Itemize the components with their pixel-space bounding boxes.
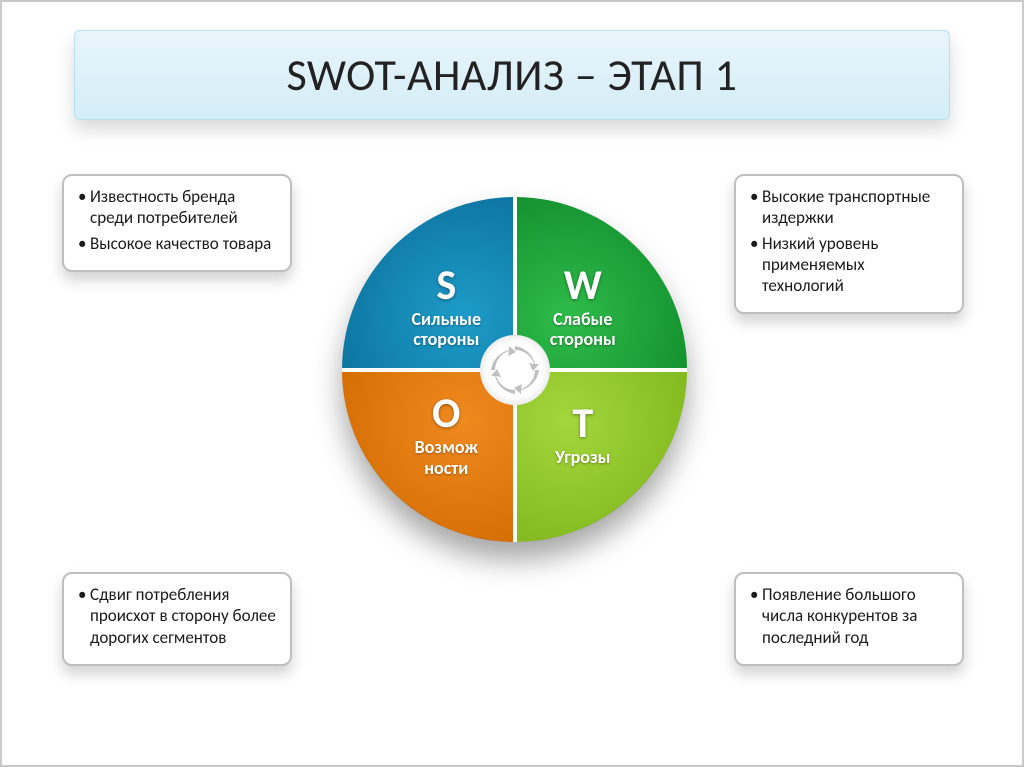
info-box-threats: Появление большого числа конкурентов за … xyxy=(734,572,964,666)
quadrant-o-label: Возможности xyxy=(415,437,478,478)
list-item: Появление большого числа конкурентов за … xyxy=(750,584,948,648)
cycle-arrows-icon xyxy=(489,344,541,396)
threats-list: Появление большого числа конкурентов за … xyxy=(750,584,948,648)
title-box: SWOT-АНАЛИЗ – ЭТАП 1 xyxy=(74,30,950,120)
info-box-strengths: Известность бренда среди потребителей Вы… xyxy=(62,174,292,272)
quadrant-w-label: Слабыестороны xyxy=(550,309,616,350)
center-hub xyxy=(480,335,550,405)
list-item: Сдвиг потребления происхот в сторону бол… xyxy=(78,584,276,648)
info-box-opportunities: Сдвиг потребления происхот в сторону бол… xyxy=(62,572,292,666)
quadrant-s-letter: S xyxy=(411,265,481,307)
info-box-weaknesses: Высокие транспортные издержки Низкий уро… xyxy=(734,174,964,314)
list-item: Высокое качество товара xyxy=(78,233,276,254)
weaknesses-list: Высокие транспортные издержки Низкий уро… xyxy=(750,186,948,296)
quadrant-s-label: Сильныестороны xyxy=(411,309,481,350)
strengths-list: Известность бренда среди потребителей Вы… xyxy=(78,186,276,254)
quadrant-t-letter: T xyxy=(555,403,610,445)
swot-circle: S Сильныестороны W Слабыестороны O Возмо… xyxy=(342,197,687,542)
quadrant-o-letter: O xyxy=(415,393,478,435)
slide-title: SWOT-АНАЛИЗ – ЭТАП 1 xyxy=(287,48,738,102)
quadrant-t-label: Угрозы xyxy=(555,447,610,468)
list-item: Известность бренда среди потребителей xyxy=(78,186,276,229)
list-item: Высокие транспортные издержки xyxy=(750,186,948,229)
opportunities-list: Сдвиг потребления происхот в сторону бол… xyxy=(78,584,276,648)
slide-frame: SWOT-АНАЛИЗ – ЭТАП 1 S Сильныестороны W … xyxy=(0,0,1024,767)
list-item: Низкий уровень применяемых технологий xyxy=(750,233,948,297)
quadrant-w-letter: W xyxy=(550,265,616,307)
